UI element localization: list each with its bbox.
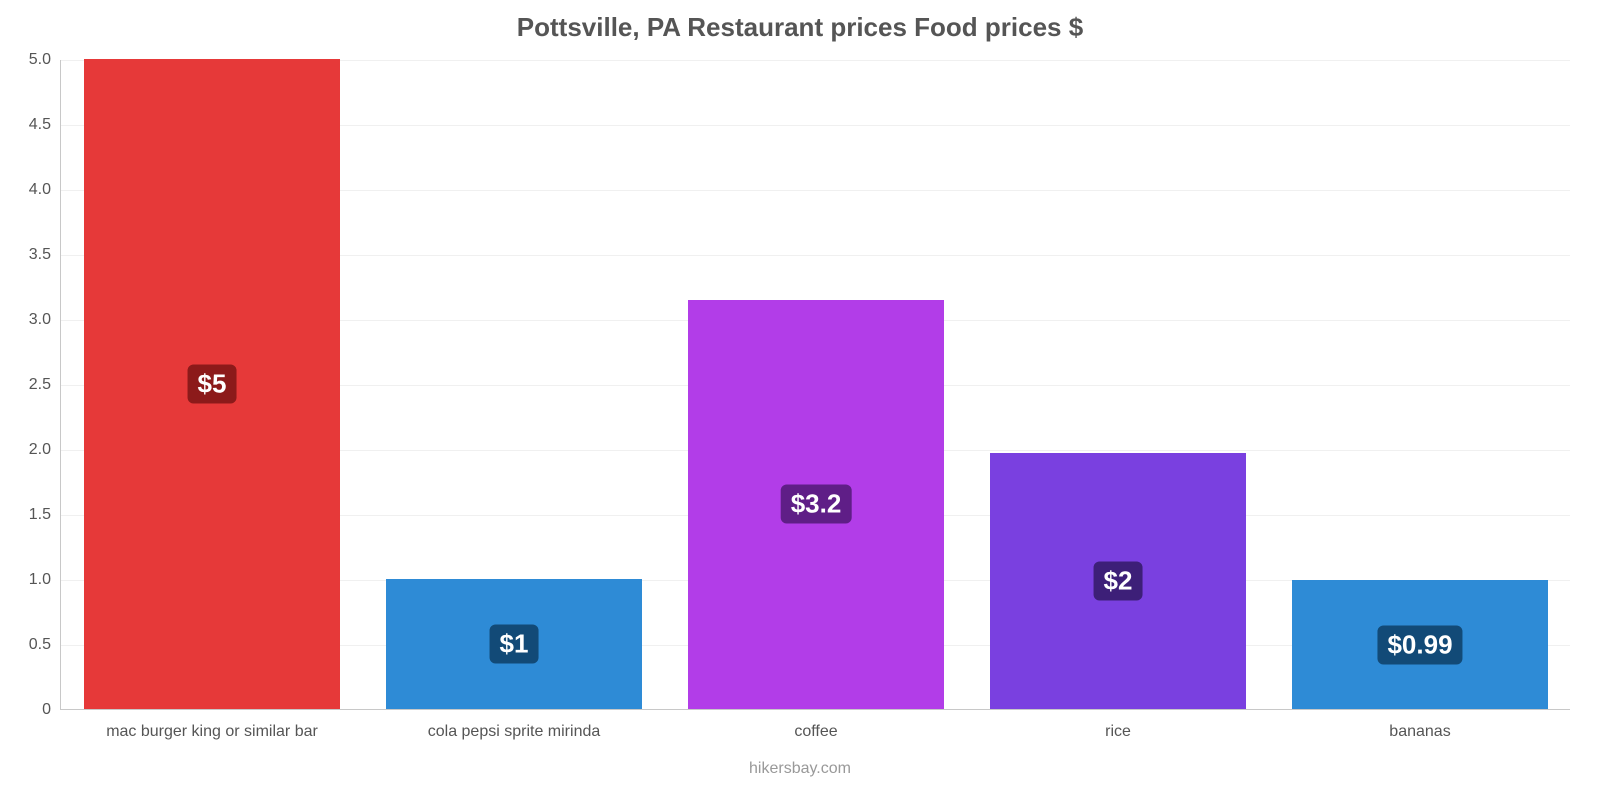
y-axis-tick-label: 4.5	[29, 116, 61, 134]
x-axis-tick-label: coffee	[794, 709, 837, 741]
y-axis-tick-label: 0	[42, 701, 61, 719]
y-axis-tick-label: 3.5	[29, 246, 61, 264]
x-axis-tick-label: cola pepsi sprite mirinda	[428, 709, 601, 741]
chart-title: Pottsville, PA Restaurant prices Food pr…	[0, 12, 1600, 43]
y-axis-tick-label: 5.0	[29, 51, 61, 69]
y-axis-tick-label: 1.5	[29, 506, 61, 524]
y-axis-tick-label: 0.5	[29, 636, 61, 654]
y-axis-tick-label: 2.0	[29, 441, 61, 459]
bar-value-label: $2	[1094, 561, 1143, 600]
y-axis-tick-label: 4.0	[29, 181, 61, 199]
chart-plot-area: 00.51.01.52.02.53.03.54.04.55.0$5mac bur…	[60, 60, 1570, 710]
bar-value-label: $0.99	[1377, 625, 1462, 664]
y-axis-tick-label: 3.0	[29, 311, 61, 329]
bar-value-label: $3.2	[781, 485, 852, 524]
y-axis-tick-label: 2.5	[29, 376, 61, 394]
bar-value-label: $5	[188, 365, 237, 404]
y-axis-tick-label: 1.0	[29, 571, 61, 589]
x-axis-tick-label: bananas	[1389, 709, 1450, 741]
x-axis-tick-label: rice	[1105, 709, 1131, 741]
x-axis-tick-label: mac burger king or similar bar	[106, 709, 318, 741]
chart-credits: hikersbay.com	[0, 760, 1600, 778]
bar-value-label: $1	[490, 625, 539, 664]
